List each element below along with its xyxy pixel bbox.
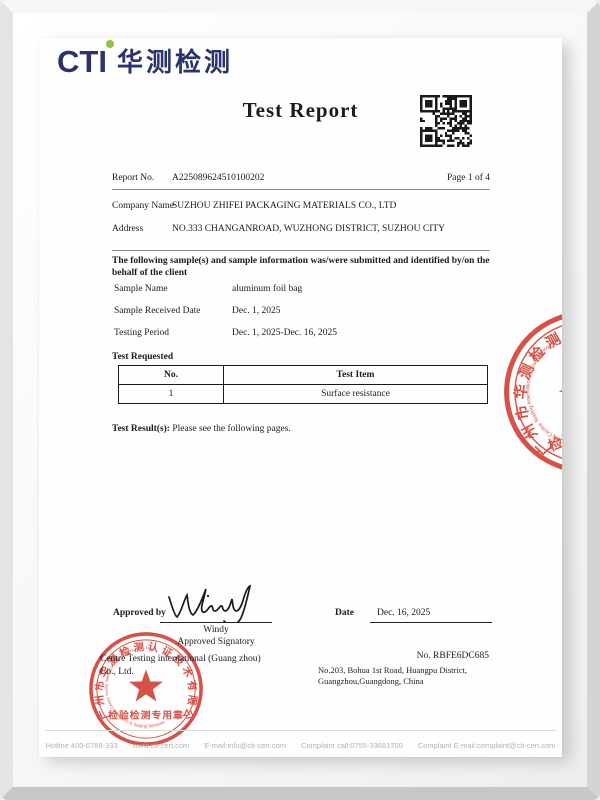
signatory-role: Approved Signatory <box>177 637 255 647</box>
test-requested-table: No. Test Item 1 Surface resistance <box>118 365 488 404</box>
report-no-label: Report No. <box>112 173 155 183</box>
footer-hotline: Hotline:400-6788-333 <box>45 741 118 750</box>
issuer-company-line1: Centre Testing international (Guang zhou… <box>100 654 261 664</box>
signature-windy <box>168 584 252 623</box>
divider-client <box>112 250 490 251</box>
approved-by-label: Approved by <box>113 608 166 618</box>
qr-code-icon <box>420 95 472 147</box>
cti-logo-text: CTI <box>57 40 114 77</box>
table-header-test-item: Test Item <box>223 365 488 385</box>
footer-contact-bar: Hotline:400-6788-333 www.cti-cert.com E-… <box>39 741 562 750</box>
footer-email: E-mail:info@cti-cert.com <box>204 741 287 750</box>
table-cell-no: 1 <box>118 384 224 404</box>
address-value: NO.333 CHANGANROAD, WUZHONG DISTRICT, SU… <box>172 224 446 234</box>
stamp-bottom-cn: 检验检测专用章 <box>546 399 562 455</box>
date-value: Dec. 16, 2025 <box>377 608 431 618</box>
test-requested-heading: Test Requested <box>112 352 174 362</box>
table-cell-test-item: Surface resistance <box>223 384 488 404</box>
issuer-company-line2: Co., Ltd. <box>100 667 134 677</box>
sample-name-label: Sample Name <box>114 284 168 294</box>
page-indicator: Page 1 of 4 <box>446 173 490 183</box>
company-name-label: Company Name <box>112 201 175 211</box>
test-result-text: Please see the following pages. <box>169 424 291 434</box>
divider-top <box>112 189 490 190</box>
signature-underline <box>160 622 272 623</box>
stamp-star-icon <box>558 366 562 415</box>
footer-complaint-call: Complaint call:0755-33681700 <box>301 741 403 750</box>
certificate-no: No. RBFE6DC685 <box>416 651 489 661</box>
date-underline <box>370 622 492 623</box>
report-page: CTI 华测检测 Test Report Report No. A2250896… <box>39 38 562 757</box>
date-label: Date <box>335 608 354 618</box>
company-seal-stamp-icon: 广州市华测检测认证技术有限公司 Centre Testing Internati… <box>87 630 203 746</box>
cti-logo-chinese: 华测检测 <box>116 46 233 77</box>
company-name-value: SUZHOU ZHIFEI PACKAGING MATERIALS CO., L… <box>172 201 397 211</box>
stamp-bottom-cn: 检验检测专用章 <box>108 709 184 722</box>
footer-divider <box>45 730 556 731</box>
testing-period-value: Dec. 1, 2025-Dec. 16, 2025 <box>232 328 338 338</box>
table-row: 1 Surface resistance <box>118 384 488 404</box>
test-result-line: Test Result(s): Please see the following… <box>112 424 291 436</box>
sample-intro-text: The following sample(s) and sample infor… <box>112 256 490 278</box>
sample-name-value: aluminum foil bag <box>232 284 303 294</box>
table-header-no: No. <box>118 365 224 385</box>
cti-logo: CTI 华测检测 <box>57 40 233 77</box>
testing-period-label: Testing Period <box>114 328 170 338</box>
test-result-label: Test Result(s): <box>112 424 170 434</box>
footer-complaint-email: Complaint E-mail:complaint@cti-cert.com <box>417 741 556 750</box>
footer-website: www.cti-cert.com <box>132 741 190 750</box>
inspection-seal-stamp-icon: 广州市华测检测认证技术有限公司 Centre Testing Internati… <box>476 283 562 473</box>
issuer-address-line2: Guangzhou,Guangdong, China <box>318 676 424 686</box>
sample-received-date-value: Dec. 1, 2025 <box>232 306 281 316</box>
issuer-address-line1: No.203, Bohua 1st Road, Huangpu District… <box>318 665 467 675</box>
address-label: Address <box>112 224 144 234</box>
report-no-value: A225089624510100202 <box>172 173 265 183</box>
signatory-name: Windy <box>203 625 229 635</box>
page-title: Test Report <box>242 98 359 122</box>
table-header-row: No. Test Item <box>118 365 488 385</box>
sample-received-date-label: Sample Received Date <box>114 306 201 316</box>
cti-logo-green-dot-icon <box>106 40 114 48</box>
stamp-star-icon <box>129 669 163 702</box>
